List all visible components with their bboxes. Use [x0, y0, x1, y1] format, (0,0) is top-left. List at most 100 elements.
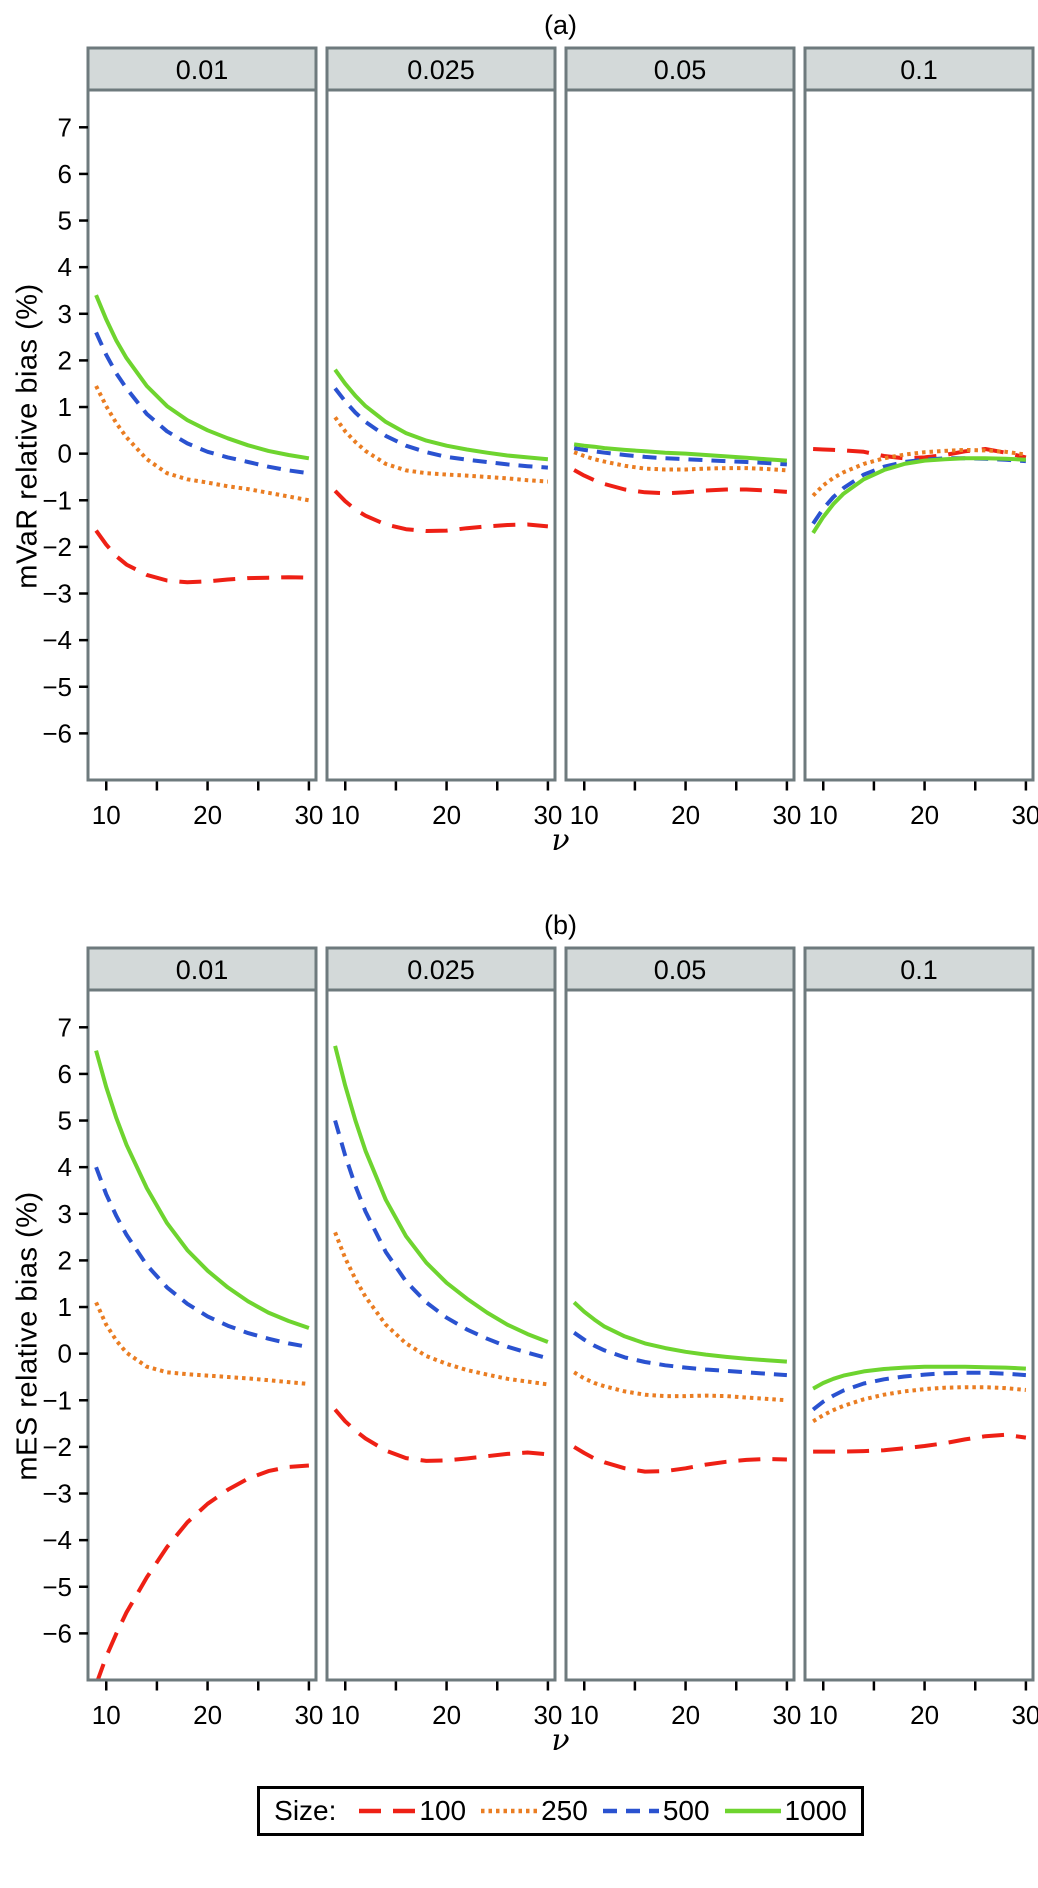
- y-tick-label: 0: [58, 439, 72, 469]
- curve-size-500-facet-0.025: [333, 1119, 549, 1361]
- curve-size-1000-facet-0.01: [94, 1050, 310, 1330]
- x-tick-label: 30: [772, 1700, 801, 1730]
- x-tick-label: 10: [809, 1700, 838, 1730]
- x-tick-label: 20: [193, 800, 222, 830]
- curve-size-250-facet-0.01: [94, 385, 310, 503]
- y-tick-label: 1: [58, 1292, 72, 1322]
- legend-label-100: 100: [419, 1795, 467, 1826]
- y-tick-label: −3: [42, 1479, 72, 1509]
- curve-size-100-facet-0.01: [94, 529, 309, 585]
- x-tick-label: 30: [533, 800, 562, 830]
- x-tick-label: 10: [570, 800, 599, 830]
- figure-b-title: (b): [544, 910, 577, 940]
- curve-size-100-facet-0.01: [96, 1463, 310, 1679]
- curve-size-1000-facet-0.05: [572, 1300, 788, 1364]
- y-tick-label: 7: [58, 1012, 72, 1042]
- curve-size-500-facet-0.01: [94, 1166, 310, 1350]
- legend-entry-500: 500: [602, 1795, 710, 1827]
- x-tick-label: 20: [910, 1700, 939, 1730]
- figure-a-title: (a): [544, 10, 577, 40]
- y-tick-label: 5: [58, 1106, 72, 1136]
- legend-250-line-sample-icon: [481, 1808, 538, 1814]
- figure-b: (b) mES relative bias (%) 0.01 10 20 30 7 6 5 4…: [0, 904, 1038, 1764]
- x-tick-label: 10: [331, 1700, 360, 1730]
- curve-size-250-facet-0.1: [812, 1385, 1027, 1424]
- curve-size-1000-facet-0.05: [573, 442, 788, 463]
- y-tick-label: −1: [42, 485, 72, 515]
- facet-strip-label-0.1: 0.1: [900, 955, 938, 985]
- x-tick-label: 10: [570, 1700, 599, 1730]
- y-tick-label: −5: [42, 672, 72, 702]
- legend-label-1000: 1000: [784, 1795, 847, 1826]
- x-tick-label: 10: [331, 800, 360, 830]
- y-tick-label: 2: [58, 345, 72, 375]
- facet-strip-label-0.01: 0.01: [176, 955, 229, 985]
- curve-size-500-facet-0.05: [572, 1331, 788, 1378]
- y-tick-label: −6: [42, 718, 72, 748]
- figure-b-y-axis-title: mES relative bias (%): [11, 1191, 44, 1481]
- x-tick-label: 30: [1011, 800, 1038, 830]
- facet-strip-label-0.025: 0.025: [407, 955, 475, 985]
- curve-size-250-facet-0.025: [333, 1231, 549, 1387]
- facet-strip: [564, 46, 796, 92]
- curve-size-250-facet-0.05: [573, 1370, 788, 1403]
- x-tick-label: 30: [772, 800, 801, 830]
- y-tick-label: −1: [42, 1385, 72, 1415]
- legend-entry-100: 100: [358, 1795, 466, 1827]
- figure-page: (a) mVaR relative bias (%) 0.01 10 20 30 7 6 5…: [0, 4, 1038, 1844]
- curve-size-500-facet-0.025: [333, 387, 549, 470]
- curve-size-100-facet-0.05: [573, 1445, 787, 1474]
- legend-row: Size: 100 250 500 1000: [88, 1786, 1033, 1844]
- curve-size-1000-facet-0.025: [333, 1045, 549, 1344]
- y-tick-label: 2: [58, 1245, 72, 1275]
- x-tick-label: 20: [671, 1700, 700, 1730]
- figure-a: (a) mVaR relative bias (%) 0.01 10 20 30 7 6 5…: [0, 4, 1038, 864]
- curve-size-250-facet-0.1: [811, 447, 1027, 498]
- y-tick-label: 4: [58, 252, 72, 282]
- y-tick-label: 6: [58, 159, 72, 189]
- figure-b-canvas-wrap: mES relative bias (%) 0.01 10 20 30 7 6 5 4 3 2 1 0…: [0, 946, 1038, 1730]
- y-tick-label: 1: [58, 392, 72, 422]
- panel-frame: [86, 88, 318, 782]
- curve-size-1000-facet-0.1: [812, 1364, 1026, 1391]
- figure-a-canvas-wrap: mVaR relative bias (%) 0.01 10 20 30 7 6 5 4 3 2 1…: [0, 46, 1038, 830]
- x-tick-label: 30: [533, 1700, 562, 1730]
- panel-frame: [86, 988, 318, 1682]
- x-tick-label: 10: [92, 800, 121, 830]
- curve-size-100-facet-0.1: [813, 1432, 1027, 1454]
- facet-strip-label-0.1: 0.1: [900, 55, 938, 85]
- figure-a-y-axis-title: mVaR relative bias (%): [11, 283, 44, 589]
- legend-entry-1000: 1000: [724, 1795, 847, 1827]
- legend-label-250: 250: [541, 1795, 588, 1826]
- legend-label-500: 500: [662, 1795, 710, 1826]
- x-tick-label: 20: [193, 1700, 222, 1730]
- x-tick-label: 30: [294, 800, 323, 830]
- panel-frame: [803, 988, 1035, 1682]
- facet-strip: [803, 46, 1035, 92]
- curve-size-1000-facet-0.025: [333, 368, 549, 462]
- y-tick-label: −3: [42, 579, 72, 609]
- panel-frame: [564, 88, 796, 782]
- y-tick-label: −2: [42, 1432, 72, 1462]
- x-tick-label: 10: [92, 1700, 121, 1730]
- facet-strip-label-0.025: 0.025: [407, 55, 475, 85]
- x-tick-label: 20: [432, 800, 461, 830]
- panel-frame: [325, 88, 557, 782]
- y-tick-label: −4: [42, 625, 72, 655]
- figure-b-x-axis-title: ν: [551, 1723, 570, 1758]
- y-tick-label: 3: [58, 299, 72, 329]
- legend-1000-line-sample-icon: [724, 1808, 781, 1814]
- y-tick-label: −5: [42, 1572, 72, 1602]
- curve-size-1000-facet-0.01: [94, 294, 310, 461]
- panel-frame: [803, 88, 1035, 782]
- legend-entry-250: 250: [480, 1795, 588, 1827]
- facet-strip: [325, 946, 557, 992]
- y-tick-label: 6: [58, 1059, 72, 1089]
- legend-100-line-sample-icon: [359, 1808, 416, 1814]
- y-tick-label: −6: [42, 1618, 72, 1648]
- legend-title: Size:: [274, 1795, 337, 1826]
- curve-size-100-facet-0.025: [333, 1408, 549, 1463]
- legend-500-line-sample-icon: [602, 1808, 659, 1814]
